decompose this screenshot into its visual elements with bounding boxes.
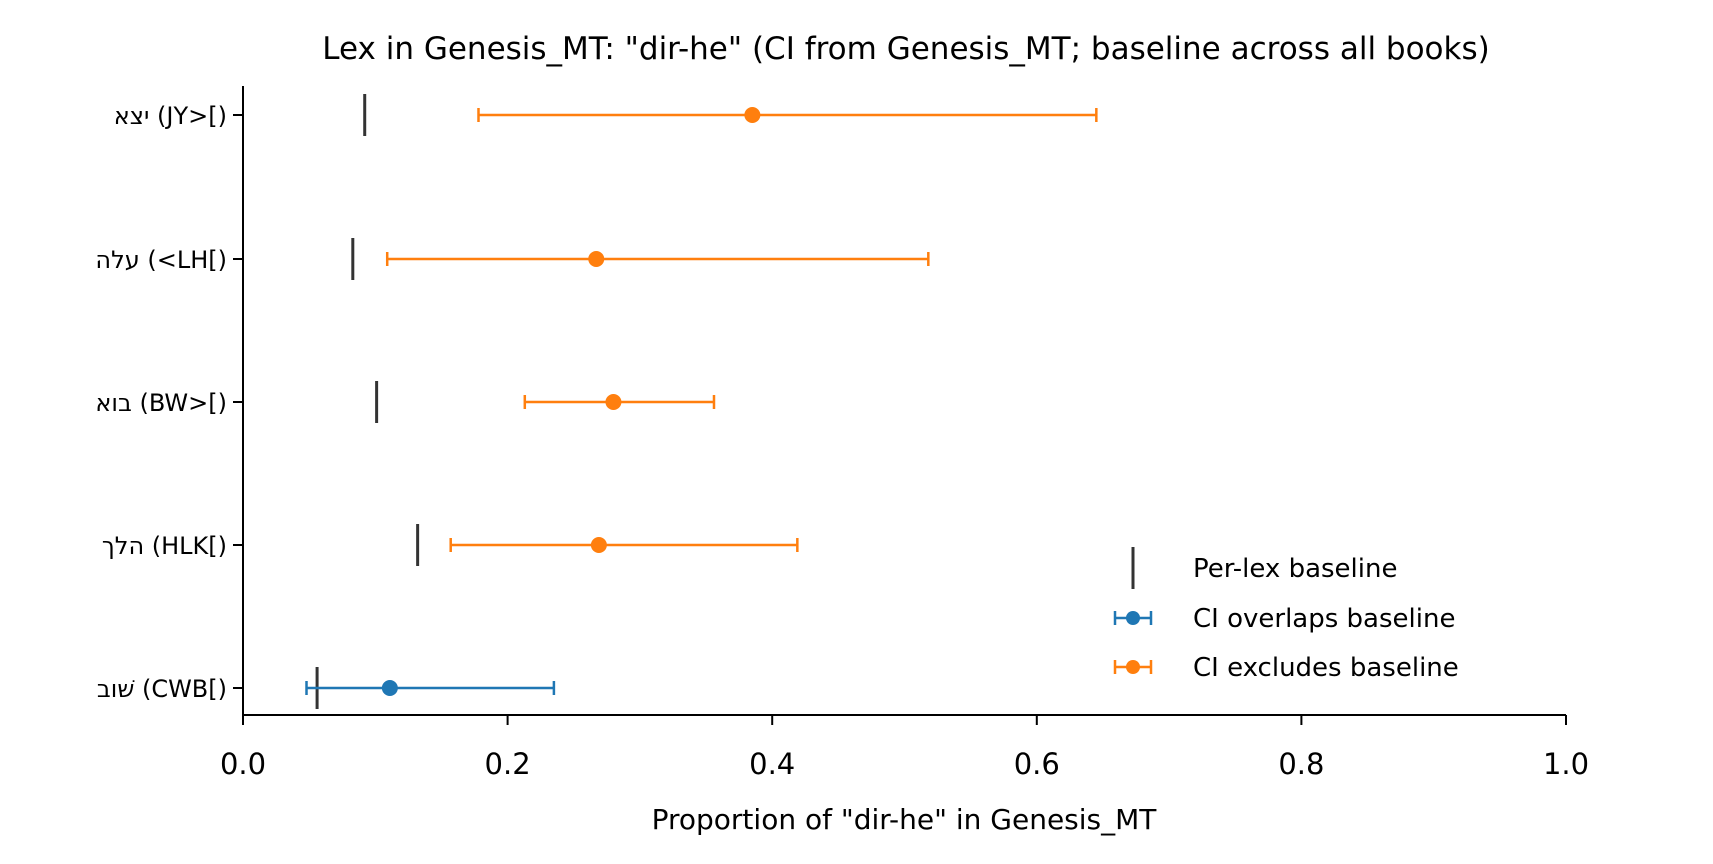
y-tick-label: בוא (BW>[) — [95, 389, 227, 417]
errorbar-0 — [477, 107, 1098, 123]
error-bars — [305, 107, 1098, 696]
errorbar-1 — [385, 251, 930, 267]
x-tick-label: 0.4 — [749, 747, 795, 781]
legend-label: CI overlaps baseline — [1193, 604, 1455, 634]
legend-item-excludes: CI excludes baseline — [1113, 653, 1459, 683]
y-axis-ticks: יצא (JY>[) עלה (<LH[) בוא (BW>[) הלך (HLK[)… — [95, 102, 243, 703]
x-tick-label: 0.8 — [1278, 747, 1324, 781]
y-tick-label: עלה (<LH[) — [95, 246, 227, 274]
errorbar-3 — [449, 537, 799, 553]
estimate-point — [744, 107, 761, 123]
y-tick-label: הלך (HLK[) — [102, 532, 227, 560]
legend-point — [1126, 611, 1140, 625]
baseline-markers — [315, 94, 420, 709]
estimate-point — [605, 394, 622, 410]
estimate-point — [590, 537, 607, 553]
x-tick-label: 1.0 — [1543, 747, 1589, 781]
legend-label: CI excludes baseline — [1193, 653, 1459, 683]
y-tick-label: יצא (JY>[) — [114, 102, 227, 130]
legend-item-baseline: Per-lex baseline — [1131, 547, 1397, 589]
legend-point — [1126, 660, 1140, 674]
x-tick-label: 0.6 — [1014, 747, 1060, 781]
chart-title: Lex in Genesis_MT: "dir-he" (CI from Gen… — [322, 31, 1489, 67]
legend: Per-lex baseline CI overlaps baseline CI e… — [1113, 547, 1459, 683]
x-tick-label: 0.0 — [220, 747, 266, 781]
x-tick-label: 0.2 — [485, 747, 531, 781]
errorbar-2 — [523, 394, 716, 410]
legend-item-overlaps: CI overlaps baseline — [1113, 604, 1455, 634]
legend-label: Per-lex baseline — [1193, 554, 1397, 584]
errorbar-4 — [305, 680, 556, 696]
estimate-point — [381, 680, 398, 696]
x-axis-ticks: 0.0 0.2 0.4 0.6 0.8 1.0 — [220, 715, 1589, 781]
estimate-point — [588, 251, 605, 267]
y-tick-label: שׁוב (CWB[) — [97, 675, 227, 703]
x-axis-label: Proportion of "dir-he" in Genesis_MT — [652, 803, 1158, 836]
